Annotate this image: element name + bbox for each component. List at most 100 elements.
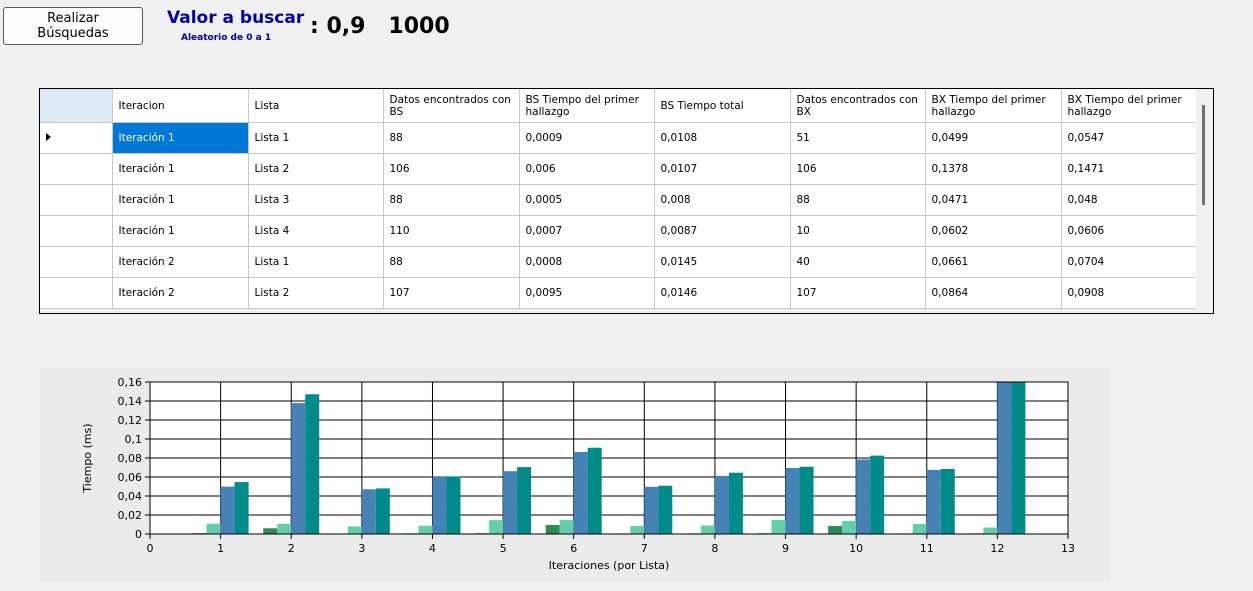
column-header-bx-found[interactable]: Datos encontrados con BX [790,89,926,123]
bar [347,526,362,534]
scrollbar-thumb[interactable] [1202,105,1205,205]
table-row[interactable]: Iteración 1 Lista 3 88 0,0005 0,008 88 0,0471 0… [40,184,1197,216]
table-cell[interactable]: 0,0499 [925,122,1062,154]
bar [277,523,292,534]
bar [432,476,447,534]
results-grid[interactable]: Iteracion Lista Datos encontrados con BS… [39,88,1214,314]
bar [644,486,659,534]
vertical-scrollbar[interactable] [1196,89,1213,313]
x-tick-label: 9 [782,542,789,555]
column-header-bs-first[interactable]: BS Tiempo del primer hallazgo [519,89,655,123]
y-tick-label: 0 [135,528,142,541]
column-header-lista[interactable]: Lista [248,89,384,123]
column-header-iteracion[interactable]: Iteracion [112,89,249,123]
table-row[interactable]: Iteración 1 Lista 2 106 0,006 0,0107 106 0,137… [40,153,1197,185]
bar [517,467,532,534]
row-header[interactable] [40,184,113,216]
column-header-bx-first[interactable]: BX Tiempo del primer hallazgo [925,89,1062,123]
table-cell[interactable]: 0,0606 [1061,215,1197,247]
search-value: : 0,9 1000 [310,14,450,39]
y-tick-label: 0,06 [118,471,143,484]
table-cell[interactable]: 0,0005 [519,184,655,216]
table-row[interactable]: Iteración 1 Lista 4 110 0,0007 0,0087 10 0,060… [40,215,1197,247]
y-tick-label: 0,12 [118,414,143,427]
row-header[interactable] [40,153,113,185]
table-cell[interactable]: Iteración 1 [112,153,249,185]
x-tick-label: 3 [358,542,365,555]
table-cell[interactable]: 0,0009 [519,122,655,154]
row-header[interactable] [40,277,113,309]
page-title: Valor a buscar [167,8,305,28]
table-cell[interactable]: Lista 2 [248,277,384,309]
table-cell[interactable]: Lista 2 [248,153,384,185]
table-cell[interactable]: 0,048 [1061,184,1197,216]
table-row[interactable]: Iteración 2 Lista 1 88 0,0008 0,0145 40 0,0661… [40,246,1197,278]
row-selector-arrow-icon [46,133,51,141]
table-cell[interactable]: 0,0095 [519,277,655,309]
table-cell[interactable]: 88 [383,122,520,154]
bar [587,447,602,534]
table-cell[interactable]: Lista 3 [248,184,384,216]
table-row[interactable]: Iteración 1 Lista 1 88 0,0009 0,0108 51 0,0499… [40,122,1197,154]
table-cell[interactable]: Iteración 1 [112,122,249,154]
table-cell[interactable]: 51 [790,122,926,154]
table-cell[interactable]: 0,0087 [654,215,791,247]
table-row[interactable]: Iteración 2 Lista 2 107 0,0095 0,0146 107 0,08… [40,277,1197,309]
table-cell[interactable]: Lista 1 [248,122,384,154]
table-cell[interactable]: 0,0107 [654,153,791,185]
table-cell[interactable]: 0,1471 [1061,153,1197,185]
table-cell[interactable]: 88 [790,184,926,216]
table-cell[interactable]: 0,0145 [654,246,791,278]
table-cell[interactable]: 107 [383,277,520,309]
table-cell[interactable]: 0,0008 [519,246,655,278]
table-cell[interactable]: 40 [790,246,926,278]
corner-cell[interactable] [40,89,113,123]
table-cell[interactable]: 106 [790,153,926,185]
table-cell[interactable]: 0,0547 [1061,122,1197,154]
y-tick-label: 0,08 [118,452,143,465]
table-cell[interactable]: 88 [383,184,520,216]
table-cell[interactable]: Lista 4 [248,215,384,247]
x-tick-label: 10 [849,542,863,555]
x-tick-label: 5 [500,542,507,555]
table-cell[interactable]: 88 [383,246,520,278]
bar [1011,382,1026,534]
table-cell[interactable]: 0,0108 [654,122,791,154]
column-header-bs-total[interactable]: BS Tiempo total [654,89,791,123]
table-cell[interactable]: 0,0602 [925,215,1062,247]
bar [983,527,998,534]
table-cell[interactable]: 107 [790,277,926,309]
table-cell[interactable]: 0,0471 [925,184,1062,216]
table-cell[interactable]: 0,0704 [1061,246,1197,278]
bar [842,520,857,534]
plot-border [149,381,1069,535]
column-header-bx-first-2[interactable]: BX Tiempo del primer hallazgo [1061,89,1197,123]
table-cell[interactable]: 0,006 [519,153,655,185]
table-cell[interactable]: 0,0146 [654,277,791,309]
row-header[interactable] [40,215,113,247]
table-cell[interactable]: Iteración 1 [112,215,249,247]
x-tick-label: 8 [711,542,718,555]
y-tick-label: 0,04 [118,490,143,503]
table-cell[interactable]: 110 [383,215,520,247]
x-tick-label: 11 [920,542,934,555]
row-header[interactable] [40,122,113,154]
table-cell[interactable]: 0,0908 [1061,277,1197,309]
table-cell[interactable]: 0,0007 [519,215,655,247]
search-button[interactable]: Realizar Búsquedas [3,7,143,45]
column-header-bs-found[interactable]: Datos encontrados con BS [383,89,520,123]
table-cell[interactable]: 106 [383,153,520,185]
table-cell[interactable]: Iteración 1 [112,184,249,216]
row-header[interactable] [40,246,113,278]
table-cell[interactable]: 10 [790,215,926,247]
table-cell[interactable]: Iteración 2 [112,277,249,309]
table-cell[interactable]: Lista 1 [248,246,384,278]
table-cell[interactable]: 0,008 [654,184,791,216]
table-cell[interactable]: 0,0661 [925,246,1062,278]
table-cell[interactable]: 0,1378 [925,153,1062,185]
bar [700,525,715,534]
table-cell[interactable]: Iteración 2 [112,246,249,278]
table-cell[interactable]: 0,0864 [925,277,1062,309]
bar [220,486,235,534]
bar [305,394,320,534]
